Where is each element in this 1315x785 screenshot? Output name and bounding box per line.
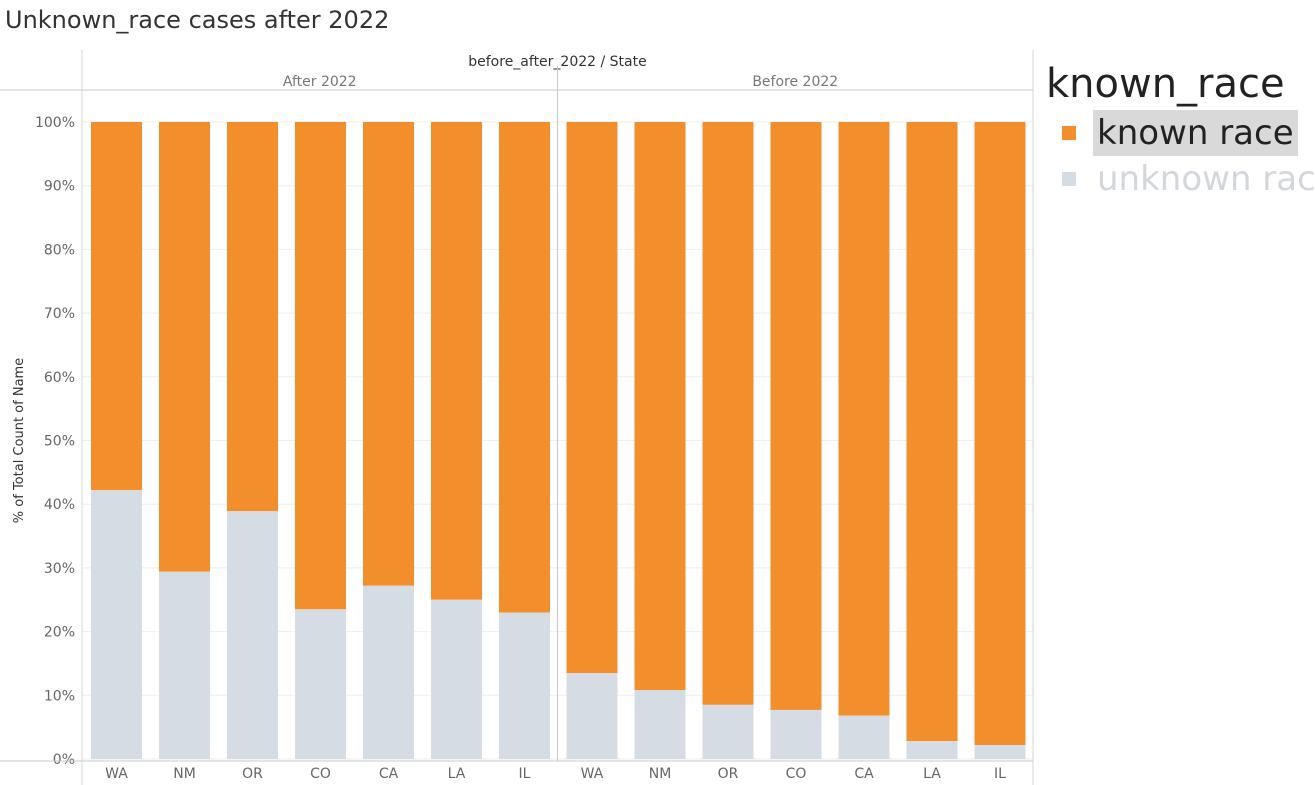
x-tick-label: WA [105, 766, 128, 782]
bar-known-race [227, 122, 278, 512]
x-tick-label: CO [310, 766, 331, 782]
bar-unknown-race [227, 511, 278, 759]
y-tick-label: 90% [44, 179, 75, 195]
bar-unknown-race [431, 599, 482, 759]
x-tick-label: WA [581, 766, 604, 782]
x-tick-label: CA [379, 766, 399, 782]
bar-unknown-race [702, 704, 754, 759]
x-tick-label: CO [786, 766, 807, 782]
bar-known-race [159, 122, 210, 572]
header-title: before_after_2022 / State [468, 54, 646, 70]
bar-known-race [770, 122, 822, 710]
stacked-bar-chart: 0% 10% 20% 30% 40% 50% 60% 70% 80% 90% 100% before_… [0, 50, 1034, 785]
legend-label-known-race: known race [1093, 110, 1298, 156]
legend-swatch-known-race [1062, 126, 1076, 140]
y-tick-label: 40% [44, 497, 75, 513]
y-tick-label: 30% [44, 561, 75, 577]
bar-unknown-race [906, 741, 958, 759]
bar-known-race [431, 122, 482, 600]
y-tick-label: 20% [44, 625, 75, 641]
y-tick-label: 60% [44, 370, 75, 386]
legend-title: known_race [1046, 61, 1285, 107]
y-tick-label: 10% [44, 688, 75, 704]
bar-unknown-race [634, 690, 686, 759]
x-tick-label: IL [519, 766, 531, 782]
legend-item-unknown-race[interactable]: unknown race [1046, 156, 1315, 202]
x-tick-label: CA [854, 766, 874, 782]
legend-swatch-unknown-race [1062, 172, 1076, 186]
y-tick-label: 80% [44, 242, 75, 258]
bar-known-race [906, 122, 958, 742]
chart-title: Unknown_race cases after 2022 [5, 6, 390, 34]
x-tick-label: IL [994, 766, 1006, 782]
bar-unknown-race [770, 709, 822, 759]
bar-unknown-race [295, 609, 346, 759]
bar-known-race [566, 122, 618, 674]
bar-unknown-race [838, 715, 890, 759]
bar-known-race [974, 122, 1026, 745]
bar-known-race [91, 122, 142, 491]
group-header-label: After 2022 [283, 74, 357, 90]
y-tick-label: 0% [53, 752, 75, 768]
legend: known_race known race unknown race [1046, 58, 1315, 202]
bar-known-race [634, 122, 686, 691]
bar-known-race [499, 122, 550, 613]
x-tick-label: OR [718, 766, 739, 782]
bar-unknown-race [974, 744, 1026, 759]
bar-known-race [295, 122, 346, 610]
x-tick-label: NM [173, 766, 196, 782]
legend-label-unknown-race: unknown race [1097, 159, 1315, 199]
group-header-label: Before 2022 [752, 74, 838, 90]
bar-known-race [363, 122, 414, 586]
bar-unknown-race [499, 612, 550, 759]
bar-unknown-race [363, 585, 414, 759]
bar-unknown-race [159, 571, 210, 759]
y-tick-label: 70% [44, 306, 75, 322]
bar-known-race [838, 122, 890, 716]
y-tick-label: 50% [44, 434, 75, 450]
bar-unknown-race [566, 673, 618, 759]
x-tick-label: LA [923, 766, 941, 782]
legend-item-known-race[interactable]: known race [1046, 110, 1311, 156]
y-tick-label: 100% [35, 115, 75, 131]
x-tick-label: LA [448, 766, 466, 782]
y-axis-label: % of Total Count of Name [12, 358, 27, 523]
x-tick-label: OR [242, 766, 263, 782]
bar-known-race [702, 122, 754, 705]
bar-unknown-race [91, 490, 142, 759]
x-tick-label: NM [649, 766, 672, 782]
